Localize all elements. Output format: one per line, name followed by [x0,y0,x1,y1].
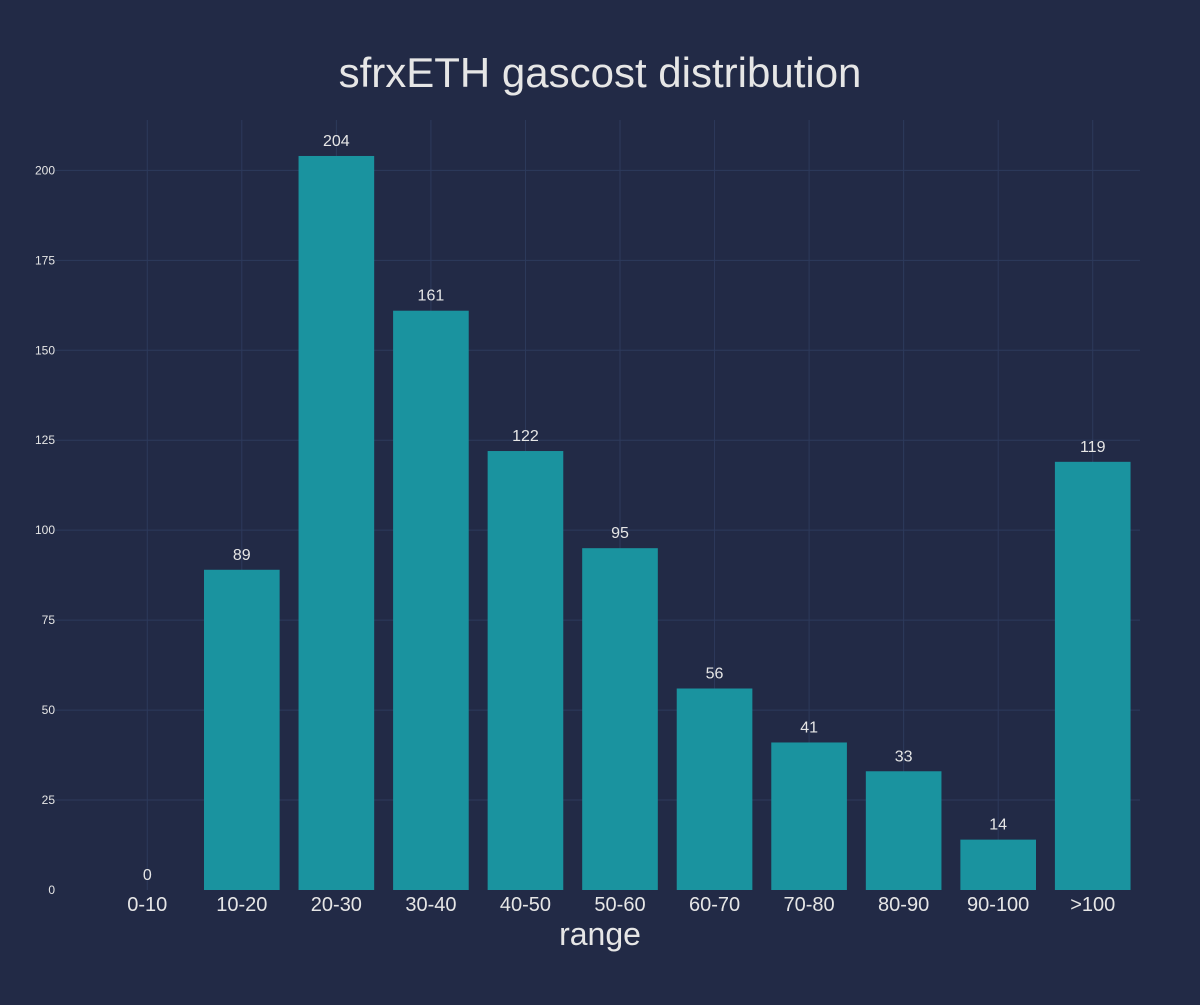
bar-70-80 [771,742,847,890]
bar-20-30 [298,155,375,890]
data-label: 89 [233,547,251,564]
x-tick-label: 30-40 [405,894,456,916]
data-labels: 0 89 204 161 122 95 56 41 33 14 119 [143,133,1106,884]
x-axis-title: range [559,916,641,952]
y-axis-ticks: 0 25 50 75 100 125 150 175 200 [35,163,55,897]
data-label: 204 [323,133,350,150]
data-label: 95 [611,525,629,542]
y-tick-label: 150 [35,343,55,357]
chart-title: sfrxETH gascost distribution [339,49,862,96]
bar-90-100 [960,839,1036,890]
x-tick-label: 80-90 [878,894,929,916]
x-tick-label: 0-10 [127,894,167,916]
y-tick-label: 125 [35,433,55,447]
x-tick-label: 10-20 [216,894,267,916]
bar-10-20 [204,569,280,890]
x-tick-label: 50-60 [594,894,645,916]
x-tick-label: 90-100 [967,894,1029,916]
y-tick-label: 25 [42,793,56,807]
y-tick-label: 175 [35,253,55,267]
y-tick-label: 0 [48,883,55,897]
bar-50-60 [582,548,658,890]
bars [204,155,1131,890]
data-label: 119 [1080,439,1106,456]
x-tick-label: >100 [1070,894,1115,916]
y-tick-label: 100 [35,523,55,537]
x-tick-label: 70-80 [784,894,835,916]
data-label: 122 [512,428,539,445]
y-tick-label: 75 [42,613,56,627]
bar-40-50 [487,451,564,890]
data-label: 41 [800,719,818,736]
data-label: 161 [418,288,445,305]
y-tick-label: 50 [42,703,56,717]
bar->100 [1054,461,1131,890]
data-label: 0 [143,867,152,884]
x-axis-ticks: 0-10 10-20 20-30 30-40 40-50 50-60 60-70 70-80 8… [127,894,1115,916]
bar-30-40 [393,310,469,890]
x-tick-label: 20-30 [311,894,362,916]
bar-80-90 [865,771,942,890]
data-label: 14 [989,817,1007,834]
y-tick-label: 200 [35,163,55,177]
x-tick-label: 60-70 [689,894,740,916]
x-tick-label: 40-50 [500,894,551,916]
data-label: 33 [895,748,913,765]
bar-60-70 [676,688,753,890]
data-label: 56 [706,666,724,683]
